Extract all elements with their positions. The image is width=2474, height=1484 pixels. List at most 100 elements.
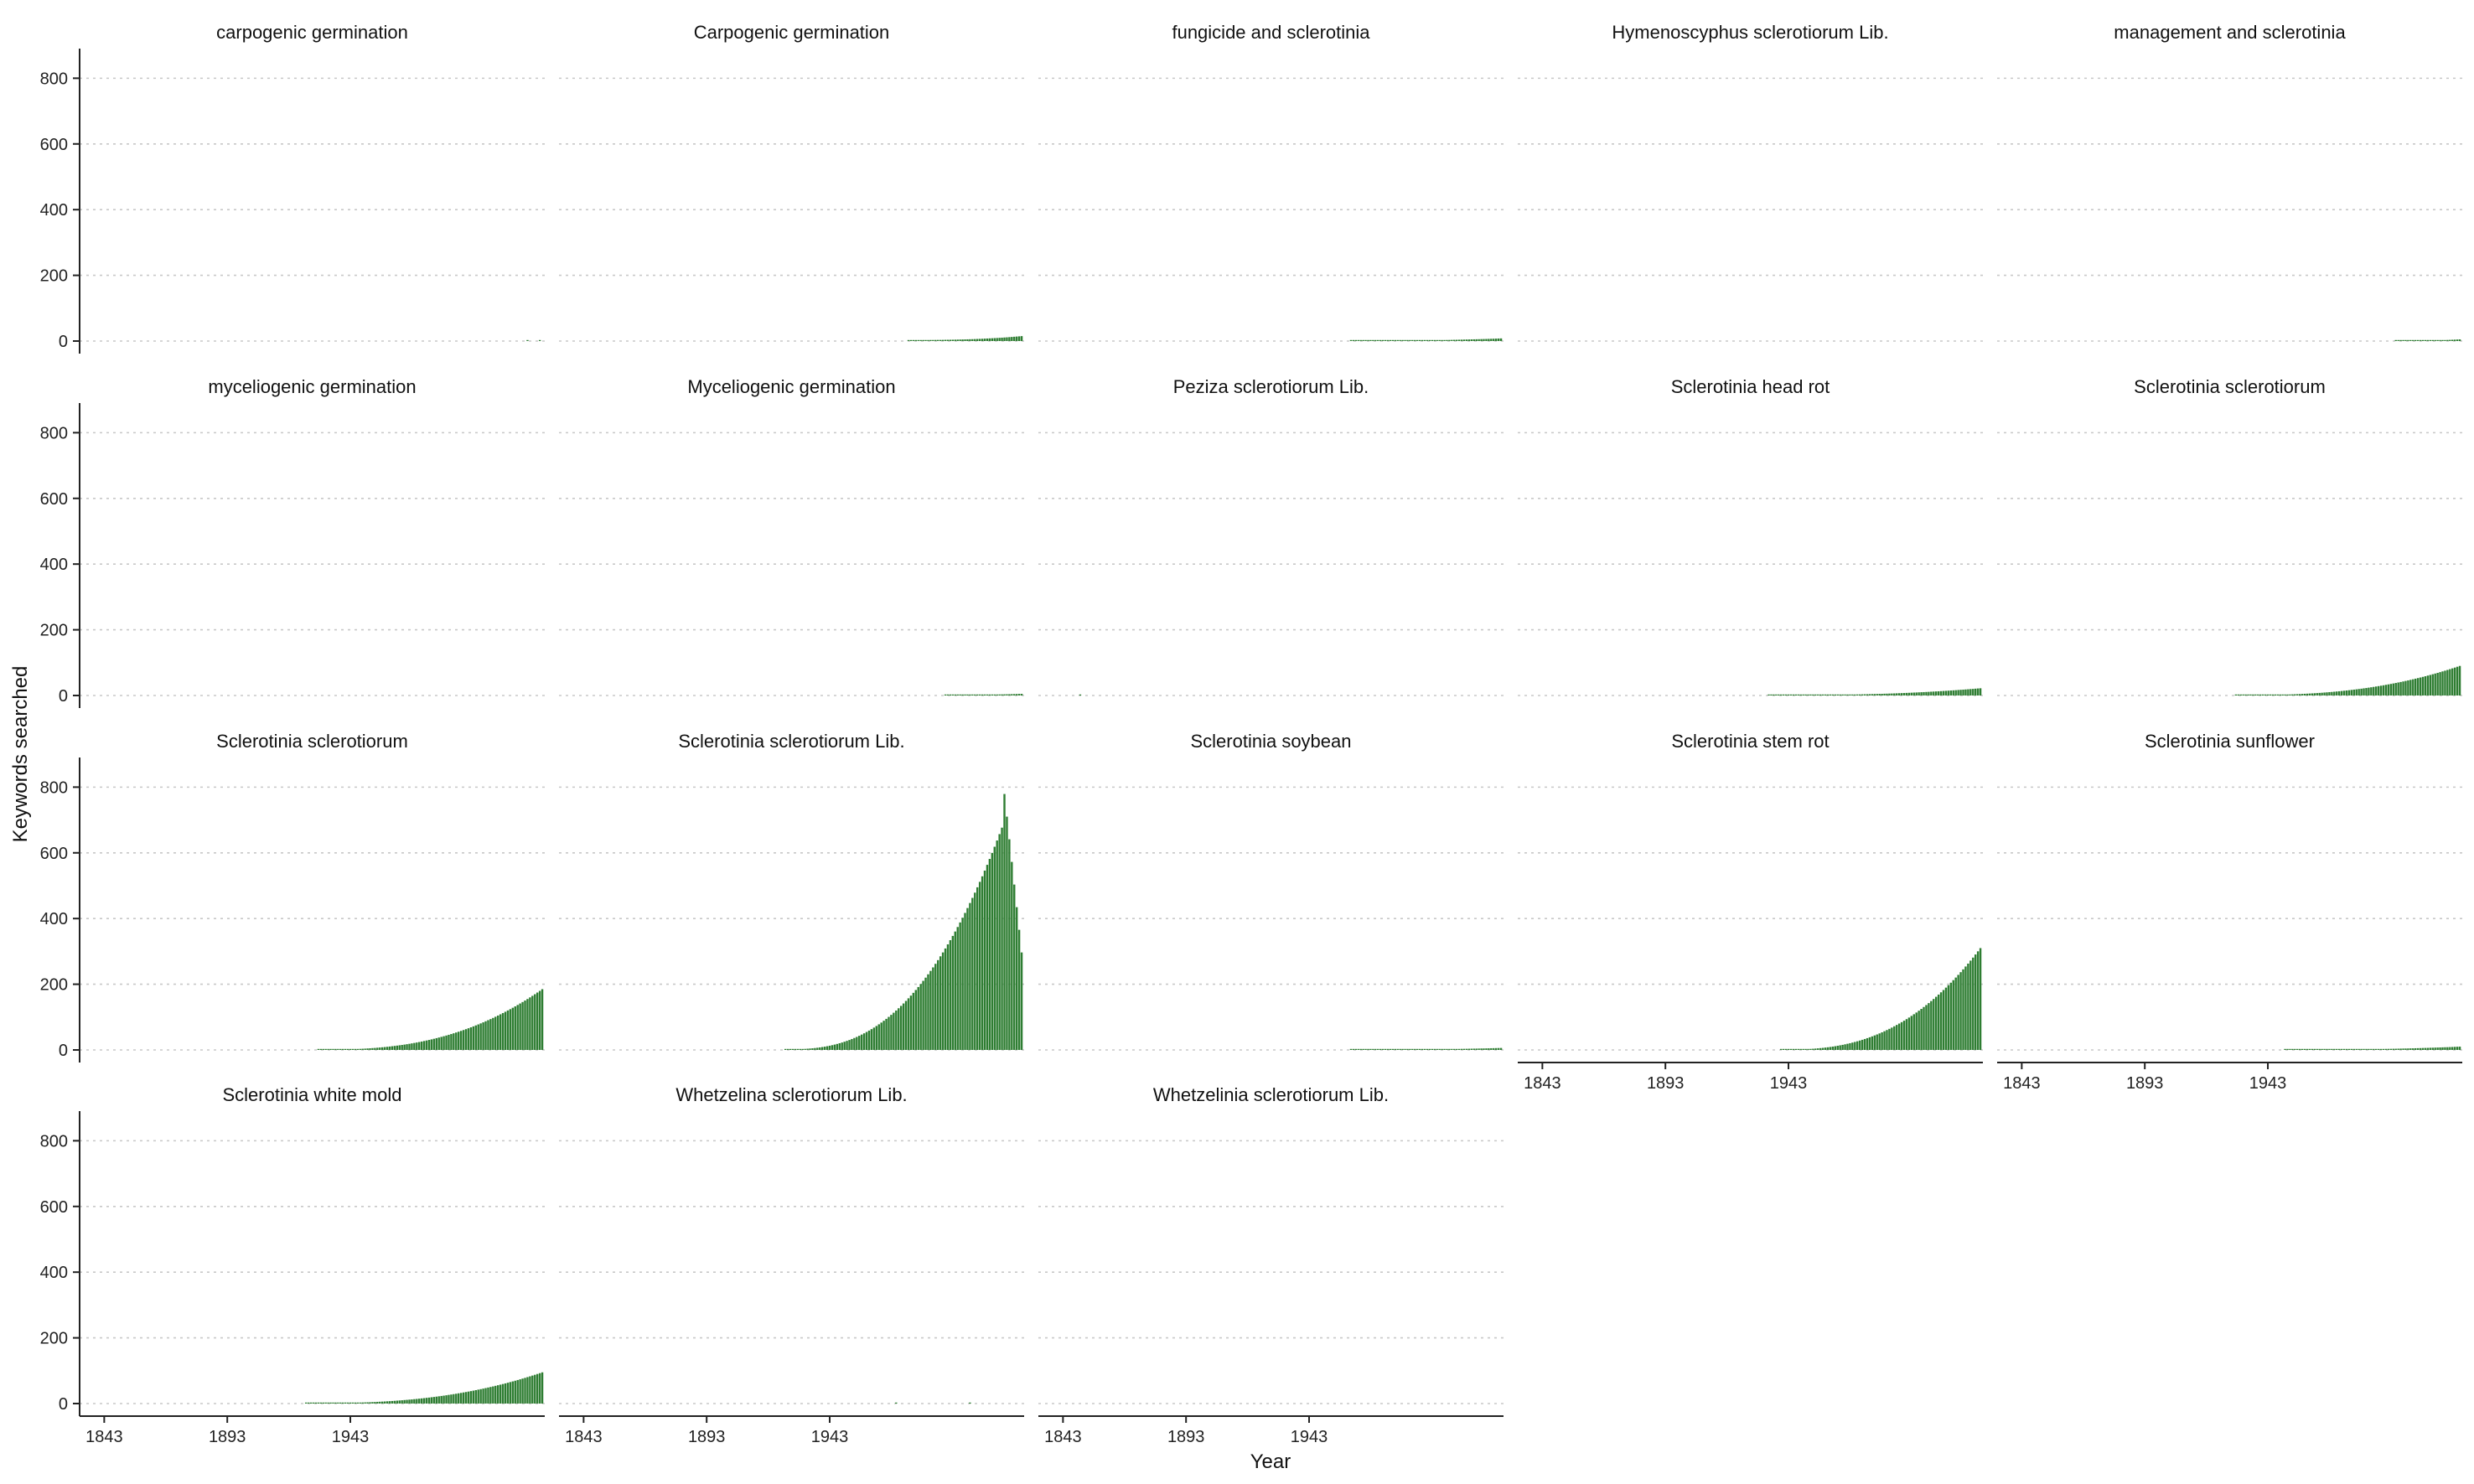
bar bbox=[1826, 1047, 1830, 1050]
bar bbox=[1937, 690, 1940, 695]
bar bbox=[2446, 1047, 2449, 1050]
bar bbox=[1389, 339, 1392, 341]
bar bbox=[2426, 675, 2430, 695]
bar bbox=[986, 338, 989, 341]
bar bbox=[1401, 339, 1404, 341]
bar bbox=[445, 1035, 448, 1050]
bar bbox=[1907, 1017, 1911, 1050]
y-tick-label: 200 bbox=[40, 976, 68, 995]
bar bbox=[396, 1400, 399, 1404]
bar bbox=[364, 1402, 366, 1404]
bar bbox=[1409, 339, 1411, 341]
x-tick-label: 1893 bbox=[2126, 1074, 2164, 1093]
bar bbox=[2303, 1048, 2306, 1050]
bar bbox=[1357, 1048, 1359, 1050]
bar bbox=[932, 339, 934, 341]
bar bbox=[1462, 1048, 1466, 1050]
bar bbox=[327, 1048, 329, 1050]
bar bbox=[922, 339, 924, 341]
bar bbox=[902, 1003, 905, 1050]
bar bbox=[1490, 339, 1493, 341]
bar bbox=[393, 1400, 396, 1404]
bar bbox=[514, 1006, 516, 1050]
bar bbox=[1964, 689, 1967, 695]
bar bbox=[477, 1024, 479, 1050]
bar bbox=[2434, 673, 2436, 695]
bar bbox=[983, 339, 986, 341]
bar bbox=[1812, 1048, 1814, 1050]
bar bbox=[1485, 339, 1488, 341]
bar bbox=[541, 989, 544, 1050]
bar bbox=[2441, 1047, 2444, 1050]
bar bbox=[538, 1373, 541, 1404]
bar bbox=[841, 1042, 843, 1050]
bar bbox=[949, 940, 952, 1050]
bar bbox=[895, 1010, 898, 1050]
bar bbox=[2434, 1047, 2436, 1050]
bar bbox=[1893, 1026, 1896, 1050]
bar bbox=[1386, 1048, 1390, 1050]
bar bbox=[474, 1025, 477, 1050]
bar bbox=[2419, 677, 2422, 695]
bar bbox=[2340, 1048, 2343, 1050]
bar bbox=[2352, 689, 2355, 695]
x-tick-label: 1943 bbox=[811, 1428, 849, 1446]
bar bbox=[1858, 1040, 1861, 1050]
bar bbox=[961, 918, 964, 1050]
bar bbox=[1499, 1047, 1503, 1050]
bar bbox=[2326, 1048, 2328, 1050]
y-tick-label: 800 bbox=[40, 424, 68, 442]
bar bbox=[951, 935, 955, 1050]
bar bbox=[474, 1390, 477, 1404]
bar bbox=[949, 339, 952, 341]
bar bbox=[1428, 1048, 1431, 1050]
bar bbox=[914, 339, 917, 341]
bar bbox=[511, 1381, 515, 1404]
bar bbox=[386, 1047, 389, 1050]
bar bbox=[1923, 691, 1925, 695]
bar bbox=[401, 1045, 403, 1050]
bar bbox=[1386, 339, 1390, 341]
bar bbox=[1839, 1045, 1841, 1050]
bar bbox=[1809, 1048, 1812, 1050]
bar bbox=[1861, 1039, 1864, 1050]
bar bbox=[1905, 692, 1908, 695]
bar bbox=[2368, 1048, 2370, 1050]
bar bbox=[1896, 693, 1898, 695]
y-tick-label: 600 bbox=[40, 136, 68, 154]
y-tick-label: 600 bbox=[40, 490, 68, 509]
bar bbox=[1013, 694, 1016, 695]
bar bbox=[376, 1047, 379, 1050]
bar bbox=[978, 882, 981, 1050]
bar bbox=[427, 1397, 431, 1404]
bar bbox=[2342, 690, 2346, 695]
bar bbox=[2373, 686, 2375, 695]
bar bbox=[1456, 1048, 1458, 1050]
panel-title: Carpogenic germination bbox=[694, 22, 890, 43]
bar bbox=[966, 339, 969, 341]
bar bbox=[1499, 338, 1503, 341]
bar bbox=[2409, 1048, 2412, 1050]
bar bbox=[1443, 339, 1446, 341]
bar bbox=[1935, 996, 1938, 1050]
bar bbox=[304, 1402, 308, 1404]
bar bbox=[430, 1039, 433, 1050]
bar bbox=[1824, 1047, 1827, 1050]
bar bbox=[531, 1375, 534, 1404]
bar bbox=[2416, 339, 2420, 341]
bar bbox=[1888, 693, 1891, 695]
bar bbox=[848, 1040, 851, 1050]
bar bbox=[2426, 1047, 2430, 1050]
bar bbox=[459, 1031, 463, 1050]
bar bbox=[1868, 694, 1871, 695]
bar bbox=[971, 339, 974, 341]
bar bbox=[1426, 339, 1429, 341]
panel-title: carpogenic germination bbox=[216, 22, 408, 43]
x-tick-label: 1893 bbox=[1647, 1074, 1685, 1093]
bar bbox=[998, 834, 1001, 1050]
bar bbox=[1902, 1021, 1906, 1050]
x-tick-label: 1843 bbox=[1044, 1428, 1082, 1446]
bar bbox=[954, 931, 956, 1050]
bar bbox=[2308, 693, 2311, 695]
panel-title: Whetzelina sclerotiorum Lib. bbox=[675, 1084, 907, 1105]
